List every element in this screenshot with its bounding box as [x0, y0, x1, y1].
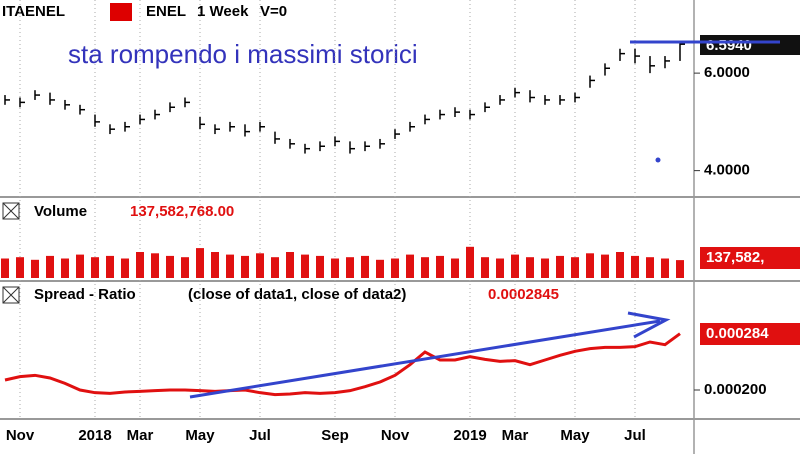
- volume-bar: [121, 258, 129, 278]
- volume-bar: [436, 255, 444, 278]
- x-tick-label: May: [185, 427, 215, 444]
- panel-value: 137,582,768.00: [130, 203, 234, 220]
- interval: 1 Week: [197, 3, 249, 20]
- volume-bar: [451, 258, 459, 278]
- volume-bar: [91, 257, 99, 278]
- x-tick-label: Jul: [624, 427, 646, 444]
- x-tick-label: Nov: [6, 427, 35, 444]
- last-volume: 137,582,: [706, 249, 764, 266]
- close-box[interactable]: [2, 202, 20, 220]
- volume-bar: [166, 255, 174, 278]
- last-price-box: [700, 35, 800, 55]
- symbol-icon: [110, 3, 132, 21]
- volume-bar: [136, 252, 144, 278]
- volume-bar: [346, 257, 354, 278]
- volume-flag: V=0: [260, 3, 287, 20]
- volume-bar: [241, 255, 249, 278]
- close-box[interactable]: [2, 286, 20, 304]
- close-box[interactable]: [2, 202, 20, 220]
- name: ENEL: [146, 3, 186, 20]
- last-volume-box: [700, 247, 800, 269]
- volume-bar: [421, 257, 429, 278]
- volume-bar: [196, 248, 204, 278]
- volume-bar: [271, 257, 279, 278]
- volume-bar: [676, 260, 684, 278]
- plot: Nov 2018 Mar May Jul Sep Nov 2019 Mar May Jul 6.000…: [1, 0, 767, 444]
- volume-bar: [376, 259, 384, 278]
- volume-bar: [331, 258, 339, 278]
- volume-bar: [586, 253, 594, 278]
- last-price: 6.5940: [706, 37, 752, 54]
- volume-bar: [601, 254, 609, 278]
- x-tick-label: 2019: [453, 427, 486, 444]
- x-tick-label: Nov: [381, 427, 410, 444]
- volume-bar: [31, 259, 39, 278]
- volume-bar: [61, 258, 69, 278]
- x-tick-label: Jul: [249, 427, 271, 444]
- volume-bar: [361, 255, 369, 278]
- volume-bar: [466, 246, 474, 278]
- volume-bar: [616, 252, 624, 278]
- annotation-arrowhead: [627, 311, 671, 339]
- volume-bar: [76, 254, 84, 278]
- volume-bar: [526, 257, 534, 278]
- symbol: ITAENEL: [2, 3, 65, 20]
- volume-bar: [571, 257, 579, 278]
- volume-bar: [16, 257, 24, 278]
- panel-subtitle: (close of data1, close of data2): [188, 286, 406, 303]
- close-box[interactable]: [2, 286, 20, 304]
- panel-title: Spread - Ratio: [34, 286, 136, 303]
- panel-title: Volume: [34, 203, 87, 220]
- volume-bar: [391, 258, 399, 278]
- volume-bar: [211, 252, 219, 278]
- y-tick-label: 0.000200: [704, 381, 767, 398]
- x-tick-label: Mar: [502, 427, 529, 444]
- annotation-arrow: [189, 319, 661, 399]
- volume-bar: [481, 257, 489, 278]
- volume-bar: [106, 255, 114, 278]
- last-spread: 0.000284: [706, 325, 769, 342]
- x-tick-label: May: [560, 427, 590, 444]
- y-tick-label: 6.0000: [704, 64, 750, 81]
- volume-bar: [181, 257, 189, 278]
- x-tick-label: Mar: [127, 427, 154, 444]
- x-tick-label: Sep: [321, 427, 349, 444]
- volume-bar: [151, 253, 159, 278]
- volume-bar: [496, 258, 504, 278]
- annotation: sta rompendo i massimi storici: [68, 39, 418, 69]
- spread-line: [4, 332, 681, 397]
- volume-bar: [646, 257, 654, 278]
- volume-bar: [541, 258, 549, 278]
- volume-bar: [46, 255, 54, 278]
- volume-bar: [301, 254, 309, 278]
- x-tick-label: 2018: [78, 427, 111, 444]
- volume-bar: [226, 254, 234, 278]
- volume-bar: [1, 258, 9, 278]
- volume-bar: [661, 258, 669, 278]
- volume-bar: [631, 255, 639, 278]
- y-tick-label: 4.0000: [704, 162, 750, 179]
- volume-bar: [406, 254, 414, 278]
- last-spread-box: [700, 323, 800, 345]
- volume-bar: [286, 252, 294, 278]
- volume-bar: [556, 255, 564, 278]
- annotation-dot: [655, 157, 661, 163]
- volume-bar: [256, 253, 264, 278]
- volume-bar: [316, 255, 324, 278]
- panel-value: 0.0002845: [488, 286, 559, 303]
- volume-bar: [511, 254, 519, 278]
